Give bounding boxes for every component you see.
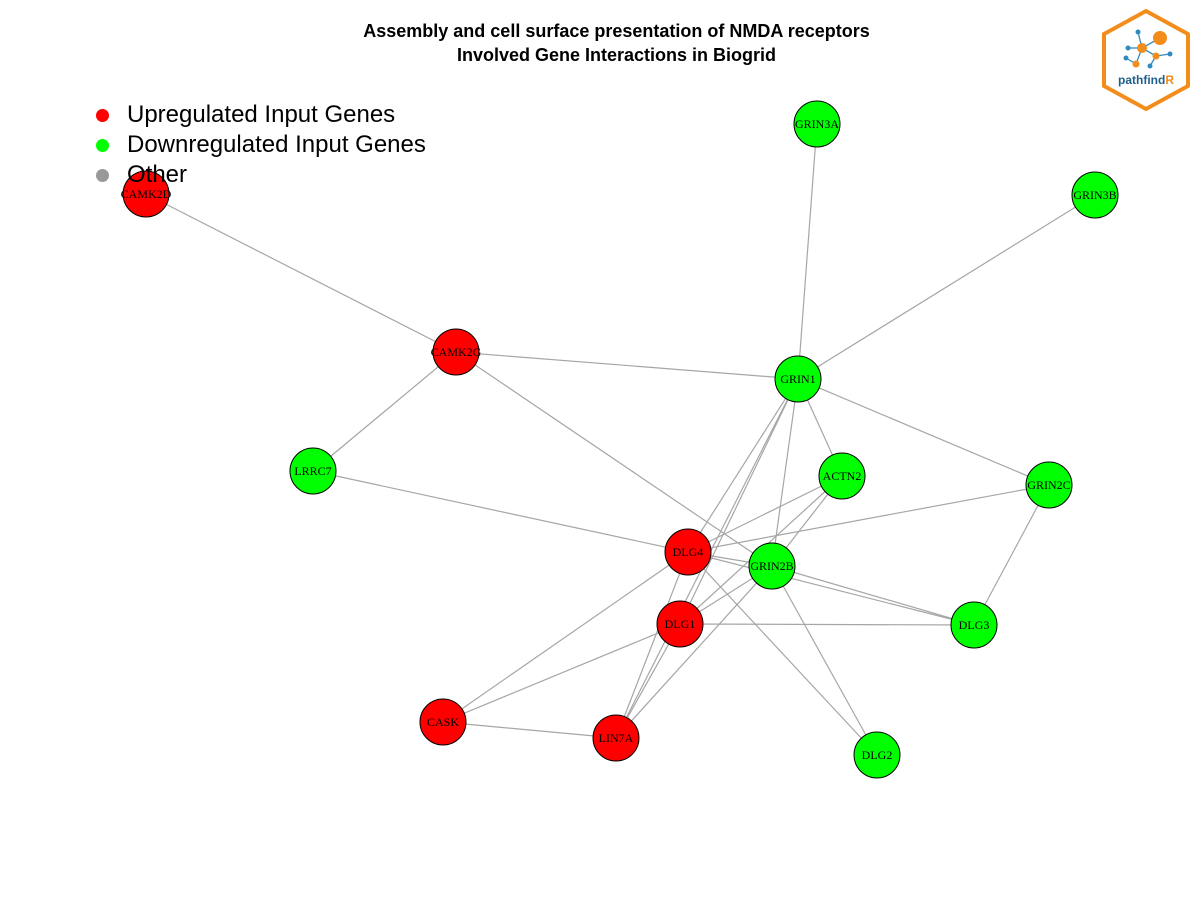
node-label-dlg4: DLG4 [673,545,704,559]
edge-grin2c-dlg3 [973,484,1050,626]
node-circle-cask [419,698,467,746]
edge-grin1-dlg4 [687,378,799,553]
node-circle-dlg4 [664,528,712,576]
edges-layer [145,123,1096,756]
legend-item-downregulated: Downregulated Input Genes [96,130,426,160]
legend-label-other: Other [127,161,188,188]
node-circle-grin1 [774,355,822,403]
node-label-lin7a: LIN7A [599,731,634,745]
node-circle-camk2g [432,328,480,376]
edge-dlg4-lin7a [615,551,689,739]
edge-lrrc7-dlg4 [312,470,689,553]
node-circle-dlg1 [656,600,704,648]
node-label-lrrc7: LRRC7 [294,464,331,478]
node-camk2d: CAMK2D [121,170,172,218]
edge-camk2g-grin1 [455,351,799,380]
edge-camk2g-lrrc7 [312,351,457,472]
node-label-camk2d: CAMK2D [121,187,172,201]
node-circle-actn2 [818,452,866,500]
node-lin7a: LIN7A [592,714,640,762]
legend-dot-other [96,168,109,182]
logo-text: pathfind [1118,73,1165,87]
edge-grin1-grin2b [771,378,799,567]
node-label-dlg3: DLG3 [959,618,990,632]
node-camk2g: CAMK2G [431,328,482,376]
edge-dlg1-dlg3 [679,623,975,626]
legend-dot-downregulated [96,138,109,152]
node-cask: CASK [419,698,467,746]
node-lrrc7: LRRC7 [289,447,337,495]
edge-actn2-dlg4 [687,475,843,553]
node-circle-grin3a [793,100,841,148]
node-circle-dlg3 [950,601,998,649]
node-label-actn2: ACTN2 [823,469,862,483]
title-line-2: Involved Gene Interactions in Biogrid [456,45,777,65]
diagram-title: Assembly and cell surface presentation o… [0,19,1200,67]
legend-dot-upregulated [96,108,109,122]
edge-dlg1-cask [442,623,681,723]
node-circle-lin7a [592,714,640,762]
node-circle-grin3b [1071,171,1119,219]
node-circle-lrrc7 [289,447,337,495]
edge-camk2g-grin2b [455,351,773,567]
edge-grin2c-dlg4 [687,484,1050,553]
node-label-camk2g: CAMK2G [431,345,482,359]
legend-item-other: Other [96,160,426,190]
node-label-grin1: GRIN1 [780,372,815,386]
node-grin3b: GRIN3B [1071,171,1119,219]
svg-text:pathfindR: pathfindR [1118,73,1174,87]
logo-text-accent: R [1165,73,1174,87]
node-label-grin3a: GRIN3A [795,117,839,131]
pathfindr-logo: pathfindR [1102,8,1190,112]
legend: Upregulated Input Genes Downregulated In… [96,100,426,190]
edge-grin1-grin2c [797,378,1050,486]
node-circle-grin2c [1025,461,1073,509]
node-grin2c: GRIN2C [1025,461,1073,509]
edge-dlg4-cask [442,551,689,723]
node-dlg1: DLG1 [656,600,704,648]
nodes-layer: CAMK2D CAMK2G GRIN3A GRIN3B GRIN1 LRRC7 ACTN2 G… [121,100,1119,779]
node-label-grin2b: GRIN2B [750,559,793,573]
node-label-dlg2: DLG2 [862,748,893,762]
edge-grin1-dlg1 [679,378,799,625]
edge-camk2d-camk2g [145,193,457,353]
edge-grin3a-grin1 [797,123,818,380]
legend-item-upregulated: Upregulated Input Genes [96,100,426,130]
edge-grin3b-grin1 [797,194,1096,380]
node-label-cask: CASK [427,715,459,729]
node-grin1: GRIN1 [774,355,822,403]
legend-label-upregulated: Upregulated Input Genes [127,101,396,128]
edge-cask-lin7a [442,721,617,739]
node-label-grin2c: GRIN2C [1027,478,1070,492]
title-line-1: Assembly and cell surface presentation o… [363,21,870,41]
node-dlg3: DLG3 [950,601,998,649]
edge-grin2b-dlg2 [771,565,878,756]
node-circle-grin2b [748,542,796,590]
node-circle-dlg2 [853,731,901,779]
node-grin2b: GRIN2B [748,542,796,590]
node-label-dlg1: DLG1 [665,617,696,631]
legend-label-downregulated: Downregulated Input Genes [127,131,426,158]
node-label-grin3b: GRIN3B [1073,188,1116,202]
edge-dlg4-dlg3 [687,551,975,626]
node-circle-camk2d [122,170,170,218]
edge-grin2b-dlg3 [771,565,975,626]
node-grin3a: GRIN3A [793,100,841,148]
edge-grin2b-lin7a [615,565,773,739]
node-dlg4: DLG4 [664,528,712,576]
node-actn2: ACTN2 [818,452,866,500]
edge-dlg4-dlg2 [687,551,878,756]
node-dlg2: DLG2 [853,731,901,779]
